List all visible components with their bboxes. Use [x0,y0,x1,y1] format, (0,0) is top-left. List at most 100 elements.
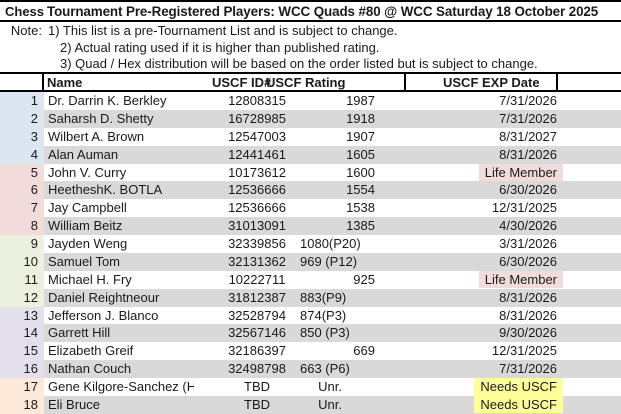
player-name-cell[interactable]: Daniel Reightneour [44,288,194,307]
uscf-id-cell[interactable]: 12808315 [228,93,286,108]
uscf-rating-cell[interactable]: 1385 [300,217,390,235]
row-number-cell[interactable]: 1 [0,92,44,110]
player-name-cell[interactable]: Alan Auman [44,145,194,164]
table-row: 15 Elizabeth Greif 32186397 669 12/31/2025 [0,342,621,361]
player-name-cell[interactable]: Elizabeth Greif [48,343,134,359]
uscf-exp-date-cell[interactable]: 8/31/2026 [390,145,621,164]
uscf-exp-date-cell[interactable]: Life Member [390,270,621,289]
note-line-3: 3) Quad / Hex distribution will be based… [60,56,538,71]
uscf-id-cell[interactable]: 12441461 [194,145,300,164]
uscf-exp-date-cell[interactable]: Life Member [390,163,621,182]
uscf-rating-cell[interactable]: 1605 [300,145,390,164]
uscf-id-cell[interactable]: 31812387 [194,288,300,307]
uscf-id-cell[interactable]: 32528794 [228,307,286,323]
uscf-exp-date-cell[interactable]: 7/31/2026 [390,360,621,378]
uscf-rating-cell[interactable]: 1987 [346,93,375,108]
uscf-rating-cell[interactable]: 1538 [346,200,375,216]
uscf-exp-date-cell[interactable]: 9/30/2026 [390,324,621,343]
row-number-cell[interactable]: 10 [0,252,44,271]
uscf-id-cell[interactable]: 12547003 [228,128,286,144]
uscf-exp-date-cell[interactable]: 6/30/2026 [390,252,621,271]
uscf-rating-cell[interactable]: 874(P3) [300,307,347,323]
player-name-cell[interactable]: John V. Curry [48,164,127,180]
uscf-exp-date-cell[interactable]: Needs USCF [390,395,621,414]
uscf-exp-date-cell[interactable]: 7/31/2026 [390,109,621,128]
uscf-id-cell[interactable]: 16728985 [194,109,300,128]
uscf-id-cell[interactable]: 12536666 [228,200,286,216]
uscf-id-cell[interactable]: TBD [244,379,270,394]
table-row: 18 Eli Bruce TBD Unr. Needs USCF [0,395,621,414]
uscf-id-cell[interactable]: 32339856 [228,236,286,251]
table-row: 5 John V. Curry 10173612 1600 Life Member [0,163,621,182]
uscf-rating-cell[interactable]: 925 [353,271,375,287]
uscf-exp-date-cell[interactable]: 12/31/2025 [491,343,557,359]
row-number-cell[interactable]: 2 [0,109,44,128]
row-number-cell[interactable]: 18 [0,395,44,414]
uscf-exp-date-cell[interactable]: 12/31/2025 [491,200,557,216]
player-name-cell[interactable]: Samuel Tom [44,252,194,271]
uscf-id-cell[interactable]: 32186397 [228,343,286,359]
uscf-rating-cell[interactable]: 1080(P20) [300,236,361,251]
row-number-cell[interactable]: 9 [0,235,44,253]
uscf-rating-cell[interactable]: 1600 [346,164,375,180]
table-row: 3 Wilbert A. Brown 12547003 1907 8/31/2027 [0,127,621,146]
player-name-cell[interactable]: Michael H. Fry [48,271,132,287]
column-header-uscf-exp-date: USCF EXP Date [443,75,540,90]
row-number-cell[interactable]: 17 [0,378,44,396]
row-number-cell[interactable]: 12 [0,288,44,307]
player-name-cell[interactable]: Wilbert A. Brown [48,128,145,144]
header-divider [42,74,44,90]
row-number-cell[interactable]: 13 [0,306,44,325]
uscf-rating-cell[interactable]: 1907 [346,128,375,144]
player-name-cell[interactable]: Garrett Hill [44,324,194,343]
player-name-cell[interactable]: Jay Campbell [48,200,127,216]
uscf-rating-cell[interactable]: 663 (P6) [300,360,390,378]
uscf-rating-cell[interactable]: 969 (P12) [300,252,390,271]
row-number-cell[interactable]: 16 [0,360,44,378]
uscf-id-cell[interactable]: 31013091 [194,217,300,235]
uscf-rating-cell[interactable]: 669 [353,343,375,359]
row-number-cell[interactable]: 8 [0,217,44,235]
uscf-exp-date-cell[interactable]: Needs USCF [390,378,621,396]
player-name-cell[interactable]: William Beitz [44,217,194,235]
uscf-id-cell[interactable]: 32131362 [194,252,300,271]
uscf-id-cell[interactable]: 32498798 [194,360,300,378]
uscf-rating-cell[interactable]: 1554 [300,181,390,200]
player-name-cell[interactable]: Jayden Weng [48,236,128,251]
row-number-cell[interactable]: 15 [0,342,44,361]
uscf-exp-date-cell[interactable]: 7/31/2026 [499,93,557,108]
uscf-rating-cell[interactable]: Unr. [318,379,342,394]
player-name-cell[interactable]: Saharsh D. Shetty [44,109,194,128]
uscf-id-cell[interactable]: 10173612 [228,164,286,180]
uscf-rating-cell[interactable]: 883(P9) [300,288,390,307]
uscf-exp-date-cell[interactable]: 6/30/2026 [390,181,621,200]
player-name-cell[interactable]: HeetheshK. BOTLA [44,181,194,200]
row-number-cell[interactable]: 4 [0,145,44,164]
row-number-cell[interactable]: 14 [0,324,44,343]
player-name-cell[interactable]: Eli Bruce [44,395,194,414]
row-number-cell[interactable]: 3 [0,127,44,146]
uscf-exp-date-cell[interactable]: 4/30/2026 [390,217,621,235]
uscf-id-cell[interactable]: 12536666 [194,181,300,200]
player-name-cell[interactable]: Dr. Darrin K. Berkley [48,93,167,108]
row-number-cell[interactable]: 5 [0,163,44,182]
player-name-cell[interactable]: Jefferson J. Blanco [48,307,159,323]
uscf-exp-date-cell[interactable]: 8/31/2026 [390,288,621,307]
player-name-cell[interactable]: Nathan Couch [44,360,194,378]
uscf-id-cell[interactable]: 32567146 [194,324,300,343]
player-name-cell[interactable]: Gene Kilgore-Sanchez (H) [48,379,194,394]
table-row: 8 William Beitz 31013091 1385 4/30/2026 [0,217,621,235]
row-number-cell[interactable]: 6 [0,181,44,200]
uscf-id-cell[interactable]: TBD [194,395,300,414]
row-number-cell[interactable]: 7 [0,199,44,218]
uscf-rating-cell[interactable]: Unr. [300,395,390,414]
uscf-exp-date-cell[interactable]: 8/31/2026 [499,307,557,323]
row-number-cell[interactable]: 11 [0,270,44,289]
table-row: 16 Nathan Couch 32498798 663 (P6) 7/31/2026 [0,360,621,378]
uscf-rating-cell[interactable]: 1918 [300,109,390,128]
uscf-exp-date-cell[interactable]: 3/31/2026 [499,236,557,251]
uscf-id-cell[interactable]: 10222711 [228,271,286,287]
uscf-exp-date-cell[interactable]: 8/31/2027 [499,128,557,144]
uscf-rating-cell[interactable]: 850 (P3) [300,324,390,343]
